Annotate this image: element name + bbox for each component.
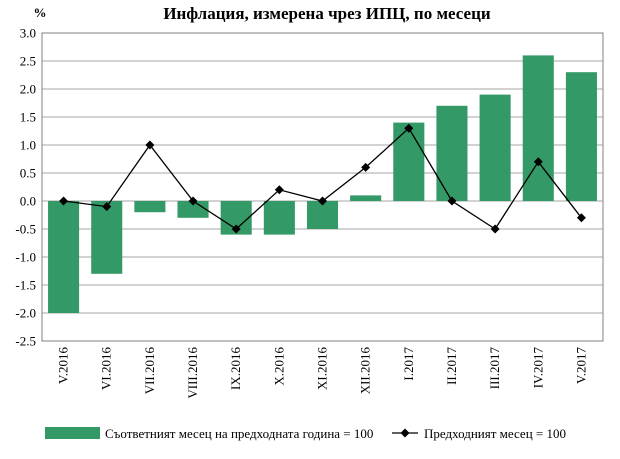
x-tick-label: IX.2016 xyxy=(228,347,243,390)
line-point xyxy=(59,196,69,206)
legend-line-label: Предходният месец = 100 xyxy=(424,426,566,441)
line-point xyxy=(145,140,155,150)
line-point xyxy=(533,157,543,167)
line-point xyxy=(490,224,500,234)
line-point xyxy=(361,162,371,172)
line-series xyxy=(59,123,586,234)
y-tick-label: 2.0 xyxy=(20,82,36,97)
x-tick-label: III.2017 xyxy=(487,347,502,390)
x-tick-label: VII.2016 xyxy=(142,347,157,395)
y-tick-label: -2.5 xyxy=(15,334,36,349)
line-point xyxy=(274,185,284,195)
line-point xyxy=(404,123,414,133)
bar xyxy=(393,122,425,201)
x-tick-label: XI.2016 xyxy=(315,347,330,390)
y-tick-label: 1.0 xyxy=(20,138,36,153)
bar xyxy=(48,201,80,313)
legend: Съответният месец на предходната година … xyxy=(45,426,566,441)
y-tick-label: 1.5 xyxy=(20,110,36,125)
y-tick-label: 3.0 xyxy=(20,26,36,41)
x-tick-label: II.2017 xyxy=(444,347,459,385)
bar xyxy=(436,105,468,201)
y-tick-label: -0.5 xyxy=(15,222,36,237)
legend-bar-swatch xyxy=(45,427,100,439)
x-axis-ticks: V.2016 VI.2016 VII.2016 VIII.2016 IX.2016 X.2… xyxy=(56,347,589,399)
line-point xyxy=(231,224,241,234)
line-point xyxy=(318,196,327,206)
y-tick-label: 0.5 xyxy=(20,166,36,181)
x-tick-label: V.2017 xyxy=(573,347,588,384)
legend-bar-label: Съответният месец на предходната година … xyxy=(105,426,373,441)
x-tick-label: X.2016 xyxy=(271,347,286,386)
x-tick-label: V.2016 xyxy=(56,347,71,384)
bar xyxy=(565,72,597,201)
y-tick-label: -2.0 xyxy=(15,306,36,321)
line-point xyxy=(576,213,586,223)
bar xyxy=(306,201,339,229)
x-tick-label: VI.2016 xyxy=(99,347,114,390)
bar xyxy=(134,201,166,213)
bar xyxy=(350,195,382,201)
y-tick-label: 0.0 xyxy=(20,194,36,209)
y-tick-label: -1.0 xyxy=(15,250,36,265)
bar xyxy=(177,201,209,218)
y-tick-label: 2.5 xyxy=(20,54,36,69)
y-tick-label: -1.5 xyxy=(15,278,36,293)
x-tick-label: VIII.2016 xyxy=(185,347,200,399)
bar xyxy=(479,94,511,201)
y-axis-ticks: 3.0 2.5 2.0 1.5 1.0 0.5 0.0 -0.5 -1.0 -1.5 -2.0 -2.… xyxy=(15,26,36,349)
line-point xyxy=(102,202,112,212)
x-tick-label: IV.2017 xyxy=(530,347,545,389)
line-point xyxy=(188,196,198,206)
chart-title: Инфлация, измерена чрез ИПЦ, по месеци xyxy=(163,4,491,23)
line-point xyxy=(447,196,457,206)
x-tick-label: XII.2016 xyxy=(358,347,373,395)
x-tick-label: I.2017 xyxy=(401,347,416,381)
legend-diamond-marker-icon xyxy=(400,428,410,438)
bar xyxy=(91,201,123,274)
y-unit-label: % xyxy=(34,5,47,20)
gridlines xyxy=(42,32,603,342)
bar-series xyxy=(48,55,597,313)
bar xyxy=(263,201,295,235)
plot-frame xyxy=(41,32,604,342)
